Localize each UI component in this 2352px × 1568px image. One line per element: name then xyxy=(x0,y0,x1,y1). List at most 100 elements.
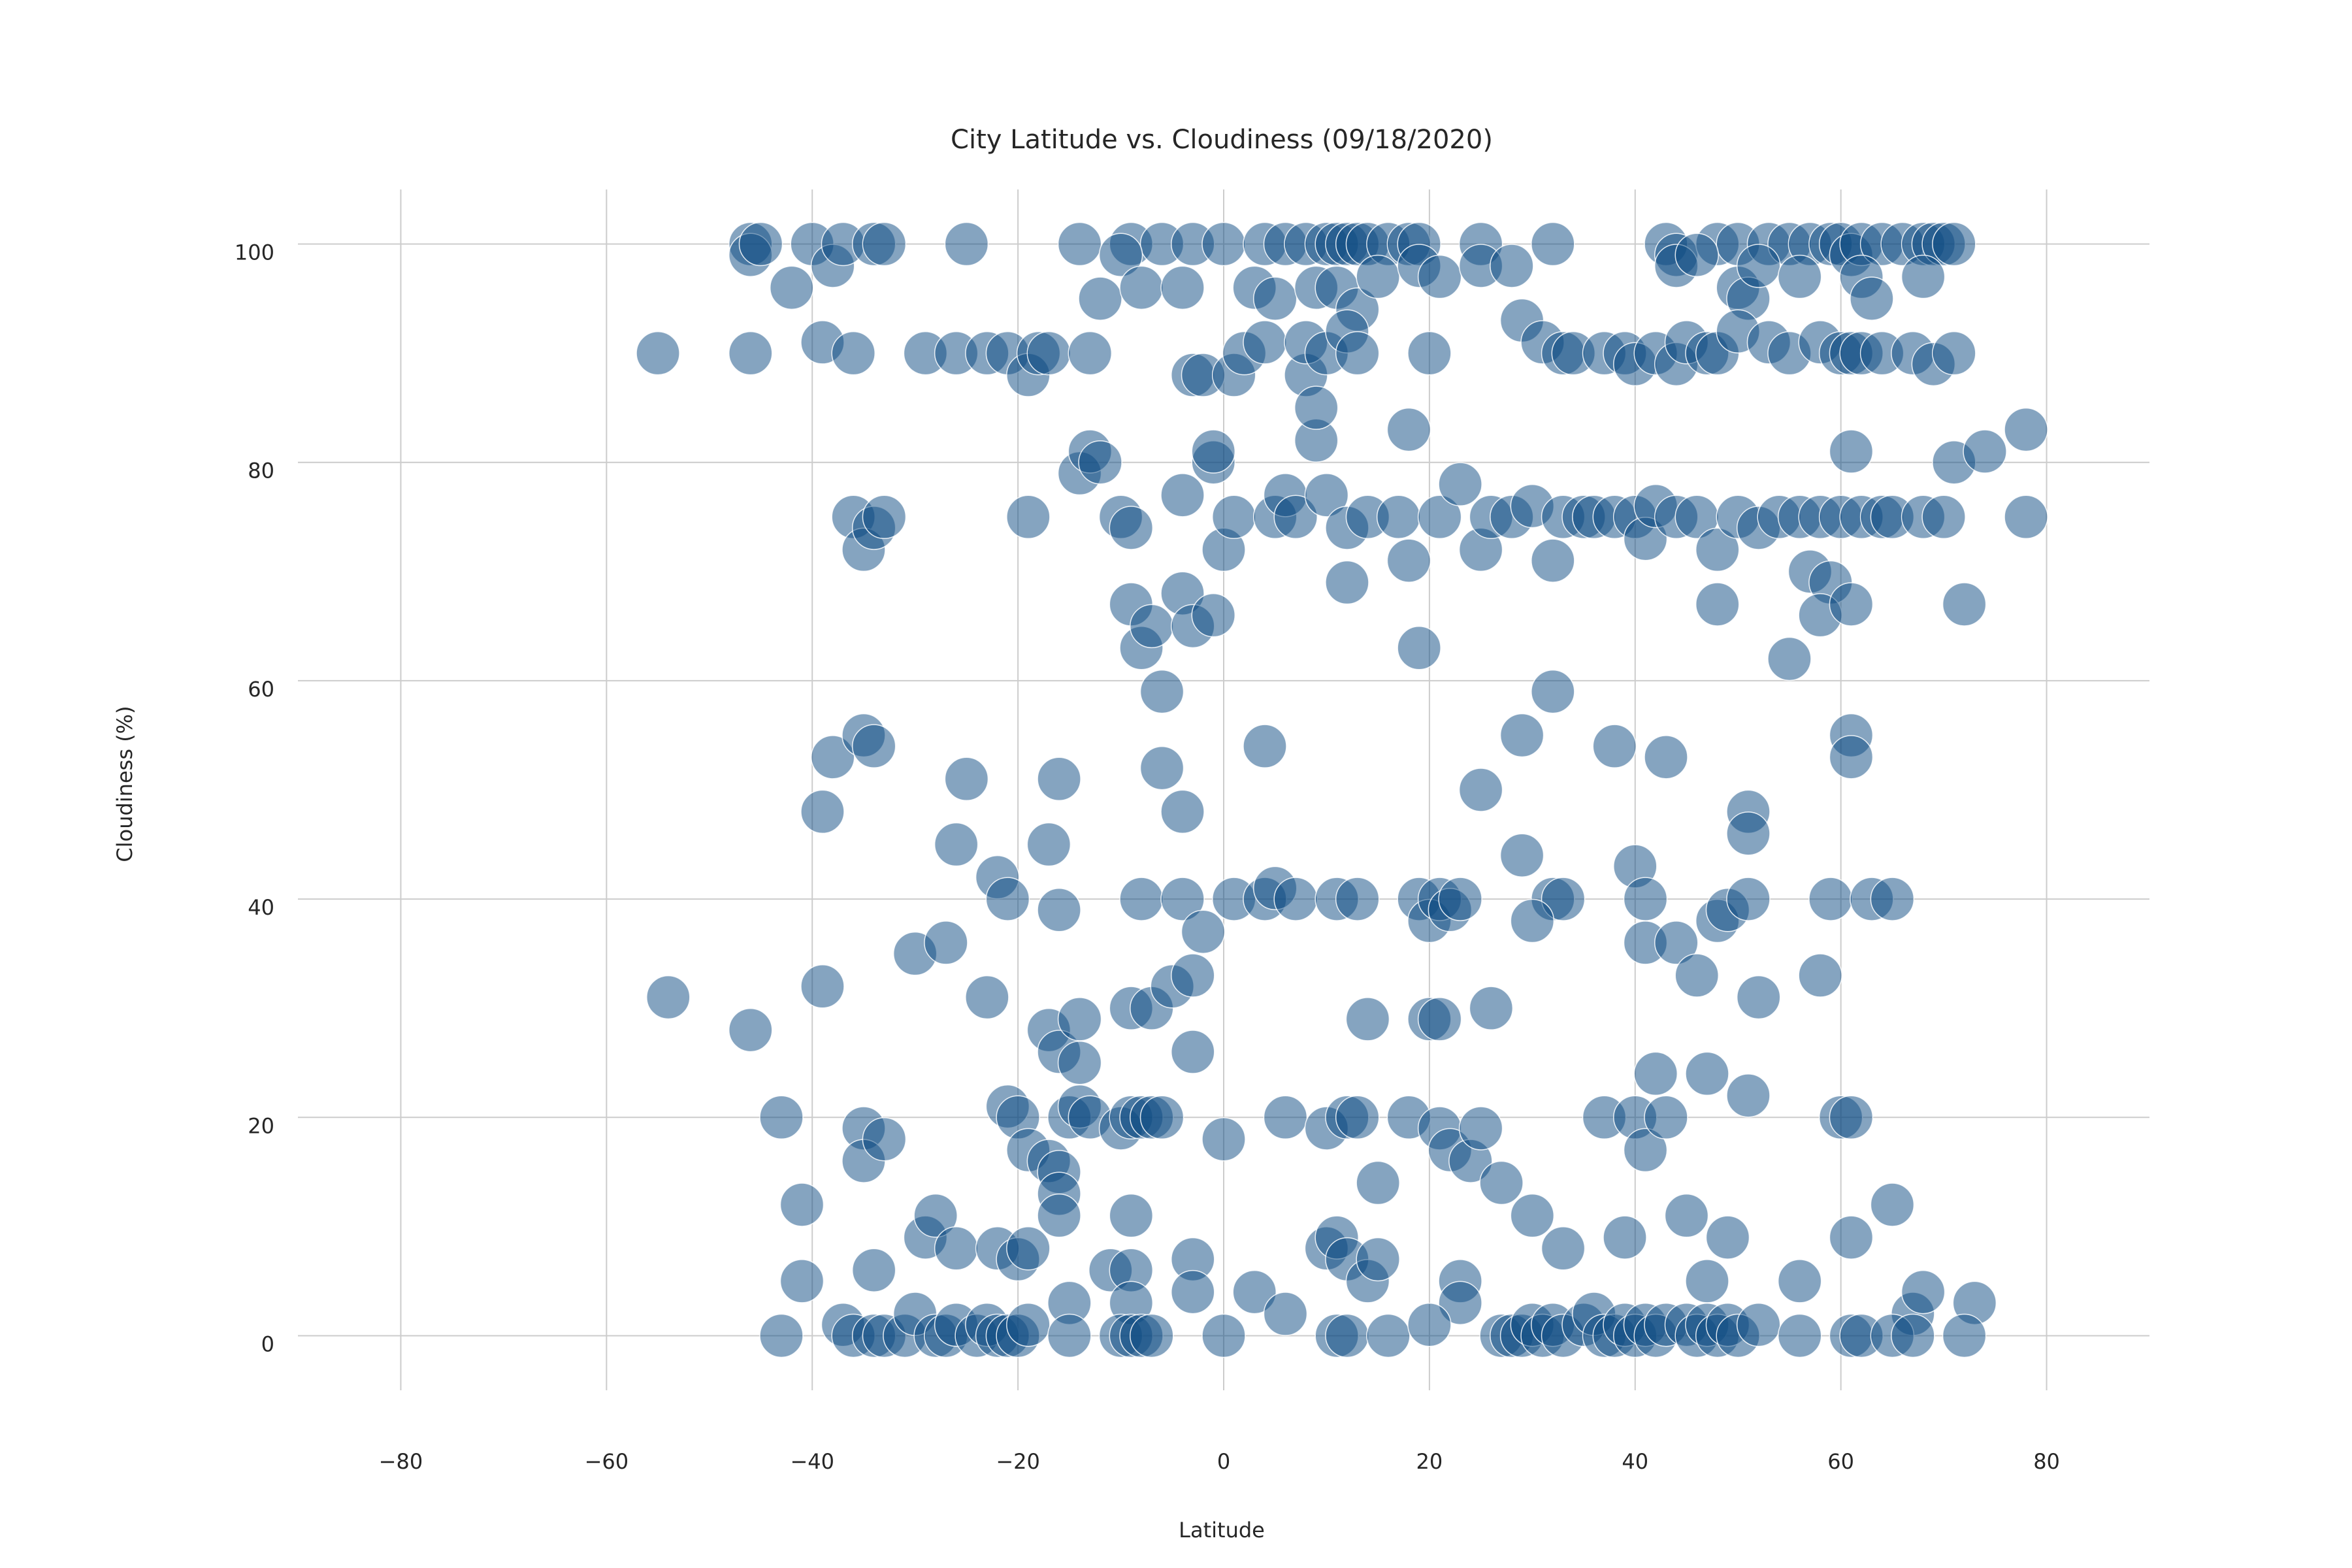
data-point xyxy=(1829,582,1874,627)
data-point xyxy=(1510,898,1555,943)
data-point xyxy=(1006,495,1051,540)
data-point xyxy=(1201,221,1246,267)
data-point xyxy=(1510,1193,1555,1238)
data-point xyxy=(1160,789,1205,834)
data-point xyxy=(1829,735,1874,779)
data-point xyxy=(1633,1051,1678,1096)
y-tick-label: 0 xyxy=(261,1331,274,1356)
data-point xyxy=(1603,1215,1647,1260)
data-point xyxy=(779,1259,825,1303)
x-tick-labels: −80 −60 −40 −20 0 20 40 60 80 xyxy=(379,1449,2060,1474)
data-point xyxy=(1130,1313,1174,1358)
data-point xyxy=(1767,636,1812,681)
data-point xyxy=(1736,244,1781,288)
data-point xyxy=(1479,1160,1524,1205)
data-point xyxy=(1201,1313,1246,1358)
data-point xyxy=(1644,735,1688,779)
y-tick-label: 80 xyxy=(248,459,274,483)
data-point xyxy=(934,822,979,867)
data-point xyxy=(1592,724,1637,768)
x-tick-label: −20 xyxy=(996,1449,1040,1474)
data-point xyxy=(1098,233,1143,278)
data-point xyxy=(1736,1302,1781,1347)
data-point xyxy=(1119,877,1164,921)
data-point xyxy=(1232,1269,1277,1315)
data-point xyxy=(944,757,989,802)
data-point xyxy=(1942,582,1987,627)
data-point xyxy=(924,921,968,965)
data-point xyxy=(738,221,783,267)
data-point xyxy=(1829,429,1874,474)
data-point xyxy=(1243,320,1287,365)
data-point xyxy=(779,1183,825,1227)
data-point xyxy=(1263,1095,1308,1140)
x-tick-label: 20 xyxy=(1416,1449,1443,1474)
data-point xyxy=(1191,593,1236,638)
data-point xyxy=(1325,1313,1369,1358)
data-point xyxy=(1386,407,1431,452)
data-point xyxy=(1932,221,1976,267)
data-point xyxy=(1407,1302,1452,1347)
data-point xyxy=(759,1313,804,1358)
data-point xyxy=(1057,221,1102,267)
data-point xyxy=(1870,1183,1915,1227)
data-point xyxy=(1777,254,1822,299)
data-point xyxy=(1499,833,1544,878)
data-point xyxy=(1026,331,1071,376)
data-point xyxy=(1726,877,1771,921)
data-point xyxy=(1078,276,1122,321)
data-point xyxy=(1037,888,1081,932)
data-point xyxy=(1335,877,1380,921)
data-point xyxy=(1171,953,1215,998)
data-point xyxy=(1160,877,1205,921)
data-point xyxy=(1921,495,1966,540)
data-point xyxy=(1963,429,2007,474)
data-point xyxy=(1664,1193,1709,1238)
data-point xyxy=(1438,1281,1482,1326)
data-point xyxy=(1356,1160,1400,1205)
data-point xyxy=(1037,757,1081,802)
data-point xyxy=(1490,244,1534,288)
x-tick-label: −80 xyxy=(379,1449,423,1474)
data-point xyxy=(1109,1193,1154,1238)
data-point xyxy=(646,975,691,1020)
data-point xyxy=(1191,429,1236,474)
data-point xyxy=(1644,1095,1688,1140)
y-tick-label: 20 xyxy=(248,1113,274,1138)
data-point xyxy=(1325,560,1369,605)
data-point xyxy=(985,877,1030,921)
data-point xyxy=(1006,1226,1051,1271)
data-point xyxy=(851,724,896,768)
x-tick-label: −40 xyxy=(790,1449,834,1474)
data-point xyxy=(862,1117,907,1162)
data-point xyxy=(1171,1030,1215,1074)
data-point xyxy=(800,789,845,834)
data-point xyxy=(1181,909,1226,954)
data-point xyxy=(944,221,989,267)
data-point xyxy=(1376,495,1421,540)
data-point xyxy=(1160,473,1205,517)
data-point xyxy=(1695,527,1740,572)
data-point xyxy=(728,331,773,376)
data-point xyxy=(1458,768,1503,812)
data-point xyxy=(1139,1095,1184,1140)
data-point xyxy=(1829,1095,1874,1140)
data-point xyxy=(1047,1313,1092,1358)
data-point xyxy=(1335,331,1380,376)
data-point xyxy=(1263,1292,1308,1336)
data-point xyxy=(1726,1073,1771,1118)
data-point xyxy=(1541,1226,1586,1271)
data-point xyxy=(1417,997,1462,1041)
data-point xyxy=(1674,953,1719,998)
data-point xyxy=(1139,745,1184,791)
data-points xyxy=(636,221,2048,1358)
data-point xyxy=(1829,1215,1874,1260)
data-point xyxy=(1458,1106,1503,1151)
data-point xyxy=(1211,495,1256,540)
data-point xyxy=(1531,221,1575,267)
data-point xyxy=(1808,877,1853,921)
data-point xyxy=(1273,877,1318,921)
y-axis-label: Cloudiness (%) xyxy=(112,706,137,862)
x-axis-label: Latitude xyxy=(1179,1518,1265,1543)
